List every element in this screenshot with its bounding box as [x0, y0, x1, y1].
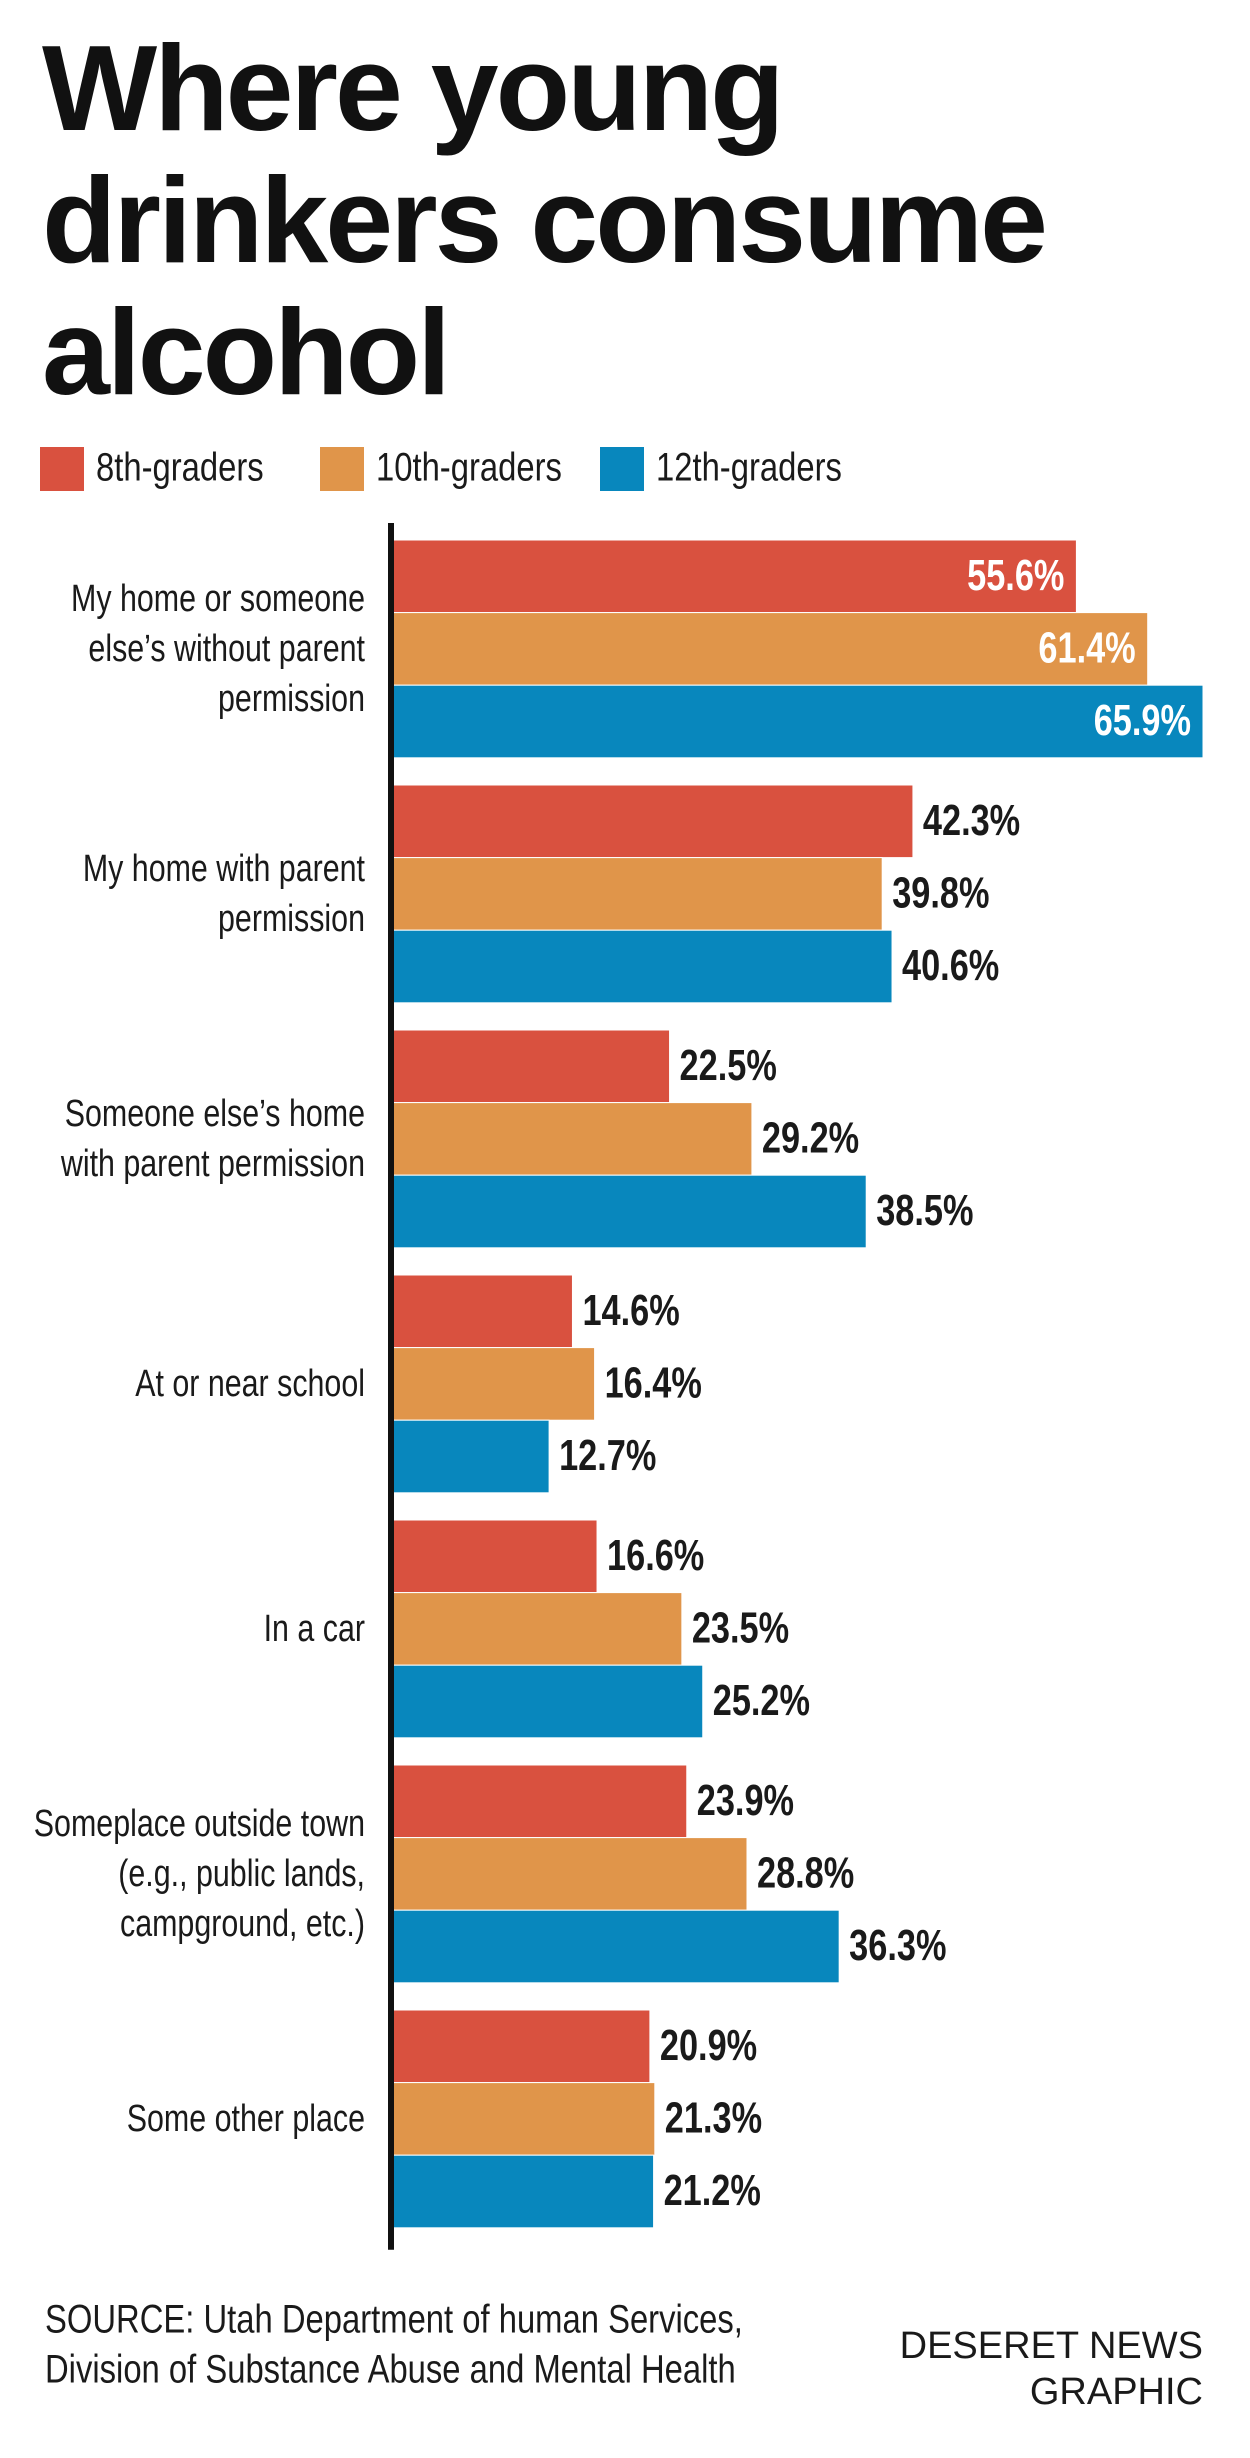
- value-label: 36.3%: [849, 1921, 946, 1970]
- category-label-box: Some other place: [0, 2010, 365, 2228]
- value-label: 21.3%: [665, 2093, 762, 2142]
- source-note: SOURCE: Utah Department of human Service…: [45, 2296, 743, 2341]
- bar: [392, 2154, 655, 2229]
- source-note: Division of Substance Abuse and Mental H…: [45, 2346, 736, 2391]
- value-label: 12.7%: [559, 1431, 656, 1480]
- bar: [392, 1764, 688, 1839]
- credit: DESERET NEWS: [900, 2325, 1203, 2367]
- bar: [392, 1592, 683, 1666]
- legend-label: 12th-graders: [656, 444, 842, 489]
- category-label: Someone else’s home with parent permissi…: [60, 1093, 366, 1185]
- category-label: In a car: [263, 1608, 365, 1650]
- bar: [392, 1174, 867, 1249]
- value-label: 16.4%: [605, 1358, 702, 1407]
- category-label-box: Someplace outside town (e.g., public lan…: [0, 1765, 365, 1983]
- value-label: 23.9%: [697, 1776, 794, 1825]
- category-label-box: Someone else’s home with parent permissi…: [0, 1030, 365, 1248]
- legend-label: 8th-graders: [96, 444, 264, 489]
- bar: [392, 1664, 704, 1739]
- category-label: Someplace outside town (e.g., public lan…: [33, 1803, 366, 1945]
- category-label-box: My home with parent permission: [0, 785, 365, 1003]
- value-label: 42.3%: [923, 796, 1020, 845]
- bar: [392, 1909, 840, 1984]
- bar: [392, 1419, 550, 1494]
- category-label: My home with parent permission: [82, 848, 365, 940]
- value-label: 23.5%: [692, 1603, 789, 1652]
- value-label: 25.2%: [713, 1676, 810, 1725]
- bar: [392, 857, 883, 931]
- bar: [392, 1519, 598, 1594]
- category-label-box: In a car: [0, 1520, 365, 1738]
- value-label: 22.5%: [680, 1041, 777, 1090]
- category-label: My home or someone else’s without parent…: [71, 578, 365, 720]
- legend-swatch: [600, 447, 644, 491]
- category-label: Some other place: [126, 2098, 365, 2140]
- value-label: 38.5%: [876, 1186, 973, 1235]
- bar: [392, 929, 893, 1004]
- bar: [392, 2009, 651, 2084]
- bar: [392, 612, 1149, 686]
- value-label: 20.9%: [660, 2021, 757, 2070]
- value-label: 39.8%: [892, 868, 989, 917]
- value-label: 55.6%: [967, 551, 1064, 600]
- value-label: 65.9%: [1094, 696, 1191, 745]
- value-label: 14.6%: [582, 1286, 679, 1335]
- category-label-box: My home or someone else’s without parent…: [0, 540, 365, 758]
- bar: [392, 539, 1077, 614]
- bar: [392, 1029, 671, 1104]
- bar: [392, 1347, 596, 1421]
- bar: [392, 1274, 573, 1349]
- bar: [392, 784, 914, 859]
- value-label: 40.6%: [902, 941, 999, 990]
- category-label-box: At or near school: [0, 1275, 365, 1493]
- category-label: At or near school: [135, 1363, 365, 1405]
- bar: [392, 684, 1204, 759]
- legend-label: 10th-graders: [376, 444, 562, 489]
- value-label: 21.2%: [664, 2166, 761, 2215]
- value-label: 28.8%: [757, 1848, 854, 1897]
- legend-swatch: [40, 447, 84, 491]
- value-label: 61.4%: [1038, 623, 1135, 672]
- legend-swatch: [320, 447, 364, 491]
- chart-title: Where young drinkers consume alcohol: [42, 20, 1048, 420]
- value-label: 16.6%: [607, 1531, 704, 1580]
- bar: [392, 1102, 753, 1176]
- bar: [392, 2082, 656, 2156]
- credit: GRAPHIC: [1030, 2371, 1203, 2413]
- bar: [392, 1837, 748, 1911]
- value-label: 29.2%: [762, 1113, 859, 1162]
